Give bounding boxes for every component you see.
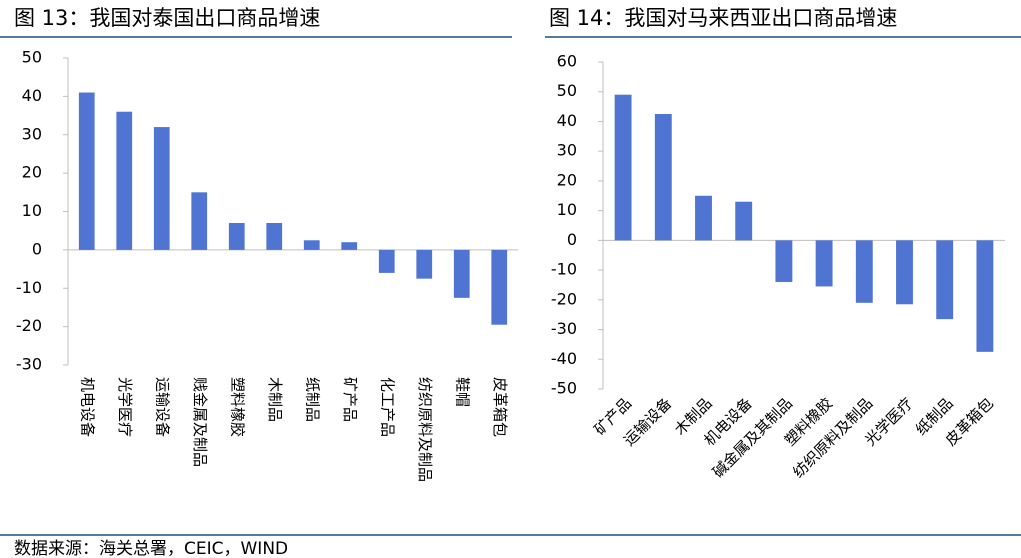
y-tick-label: 60	[557, 52, 577, 71]
bar	[228, 223, 245, 250]
chart-title: 图 14：我国对马来西亚出口商品增速	[549, 6, 897, 30]
y-tick-label: 0	[567, 230, 577, 249]
y-tick-label: -30	[16, 355, 42, 374]
bar	[191, 192, 208, 250]
bar	[775, 240, 793, 282]
y-tick-label: -20	[551, 289, 577, 308]
chart-title: 图 13：我国对泰国出口商品增速	[14, 6, 320, 30]
x-tick-label: 贱金属及制品	[191, 377, 209, 467]
x-tick-label: 光学医疗	[116, 377, 134, 437]
x-tick-label: 化工产品	[378, 377, 396, 437]
bar	[654, 114, 672, 241]
bar	[695, 195, 712, 241]
bar	[266, 223, 283, 250]
bar	[936, 240, 954, 320]
bar	[341, 242, 358, 250]
x-tick-label: 塑料橡胶	[228, 377, 246, 437]
bar	[855, 240, 873, 303]
y-tick-label: -20	[16, 316, 42, 335]
y-tick-label: 10	[22, 201, 42, 220]
bar	[116, 111, 133, 250]
y-tick-label: 0	[32, 239, 42, 258]
y-tick-label: 50	[557, 81, 577, 100]
bar	[896, 240, 913, 305]
y-tick-label: 40	[22, 86, 42, 105]
x-tick-label: 纸制品	[303, 377, 321, 422]
y-tick-label: 40	[557, 111, 577, 130]
y-tick-label: 30	[22, 124, 42, 143]
bar	[153, 127, 170, 250]
x-tick-label: 机电设备	[78, 377, 96, 437]
bar	[815, 240, 833, 287]
x-tick-label: 鞋帽	[453, 377, 471, 407]
x-tick-label: 运输设备	[153, 377, 171, 437]
y-tick-label: 50	[22, 48, 42, 67]
bar	[453, 249, 470, 298]
x-tick-label: 矿产品	[341, 377, 359, 422]
bar	[491, 249, 508, 325]
x-tick-label: 木制品	[266, 377, 284, 422]
y-tick-label: -40	[551, 349, 577, 368]
bar	[78, 92, 95, 250]
x-tick-label: 皮革箱包	[491, 377, 509, 437]
y-tick-label: 10	[557, 200, 577, 219]
source-note: 数据来源：海关总署，CEIC，WIND	[14, 539, 288, 558]
y-tick-label: 20	[22, 163, 42, 182]
y-tick-label: 20	[557, 170, 577, 189]
y-tick-label: -10	[16, 278, 42, 297]
bar	[735, 201, 753, 241]
bar	[976, 240, 994, 352]
bar	[378, 249, 395, 273]
bar	[416, 249, 433, 279]
y-tick-label: 30	[557, 141, 577, 160]
y-tick-label: -50	[551, 379, 577, 398]
y-tick-label: -30	[551, 319, 577, 338]
y-tick-label: -10	[551, 260, 577, 279]
x-tick-label: 纺织原料及制品	[416, 377, 434, 482]
bar	[303, 240, 320, 250]
bar	[614, 94, 632, 241]
